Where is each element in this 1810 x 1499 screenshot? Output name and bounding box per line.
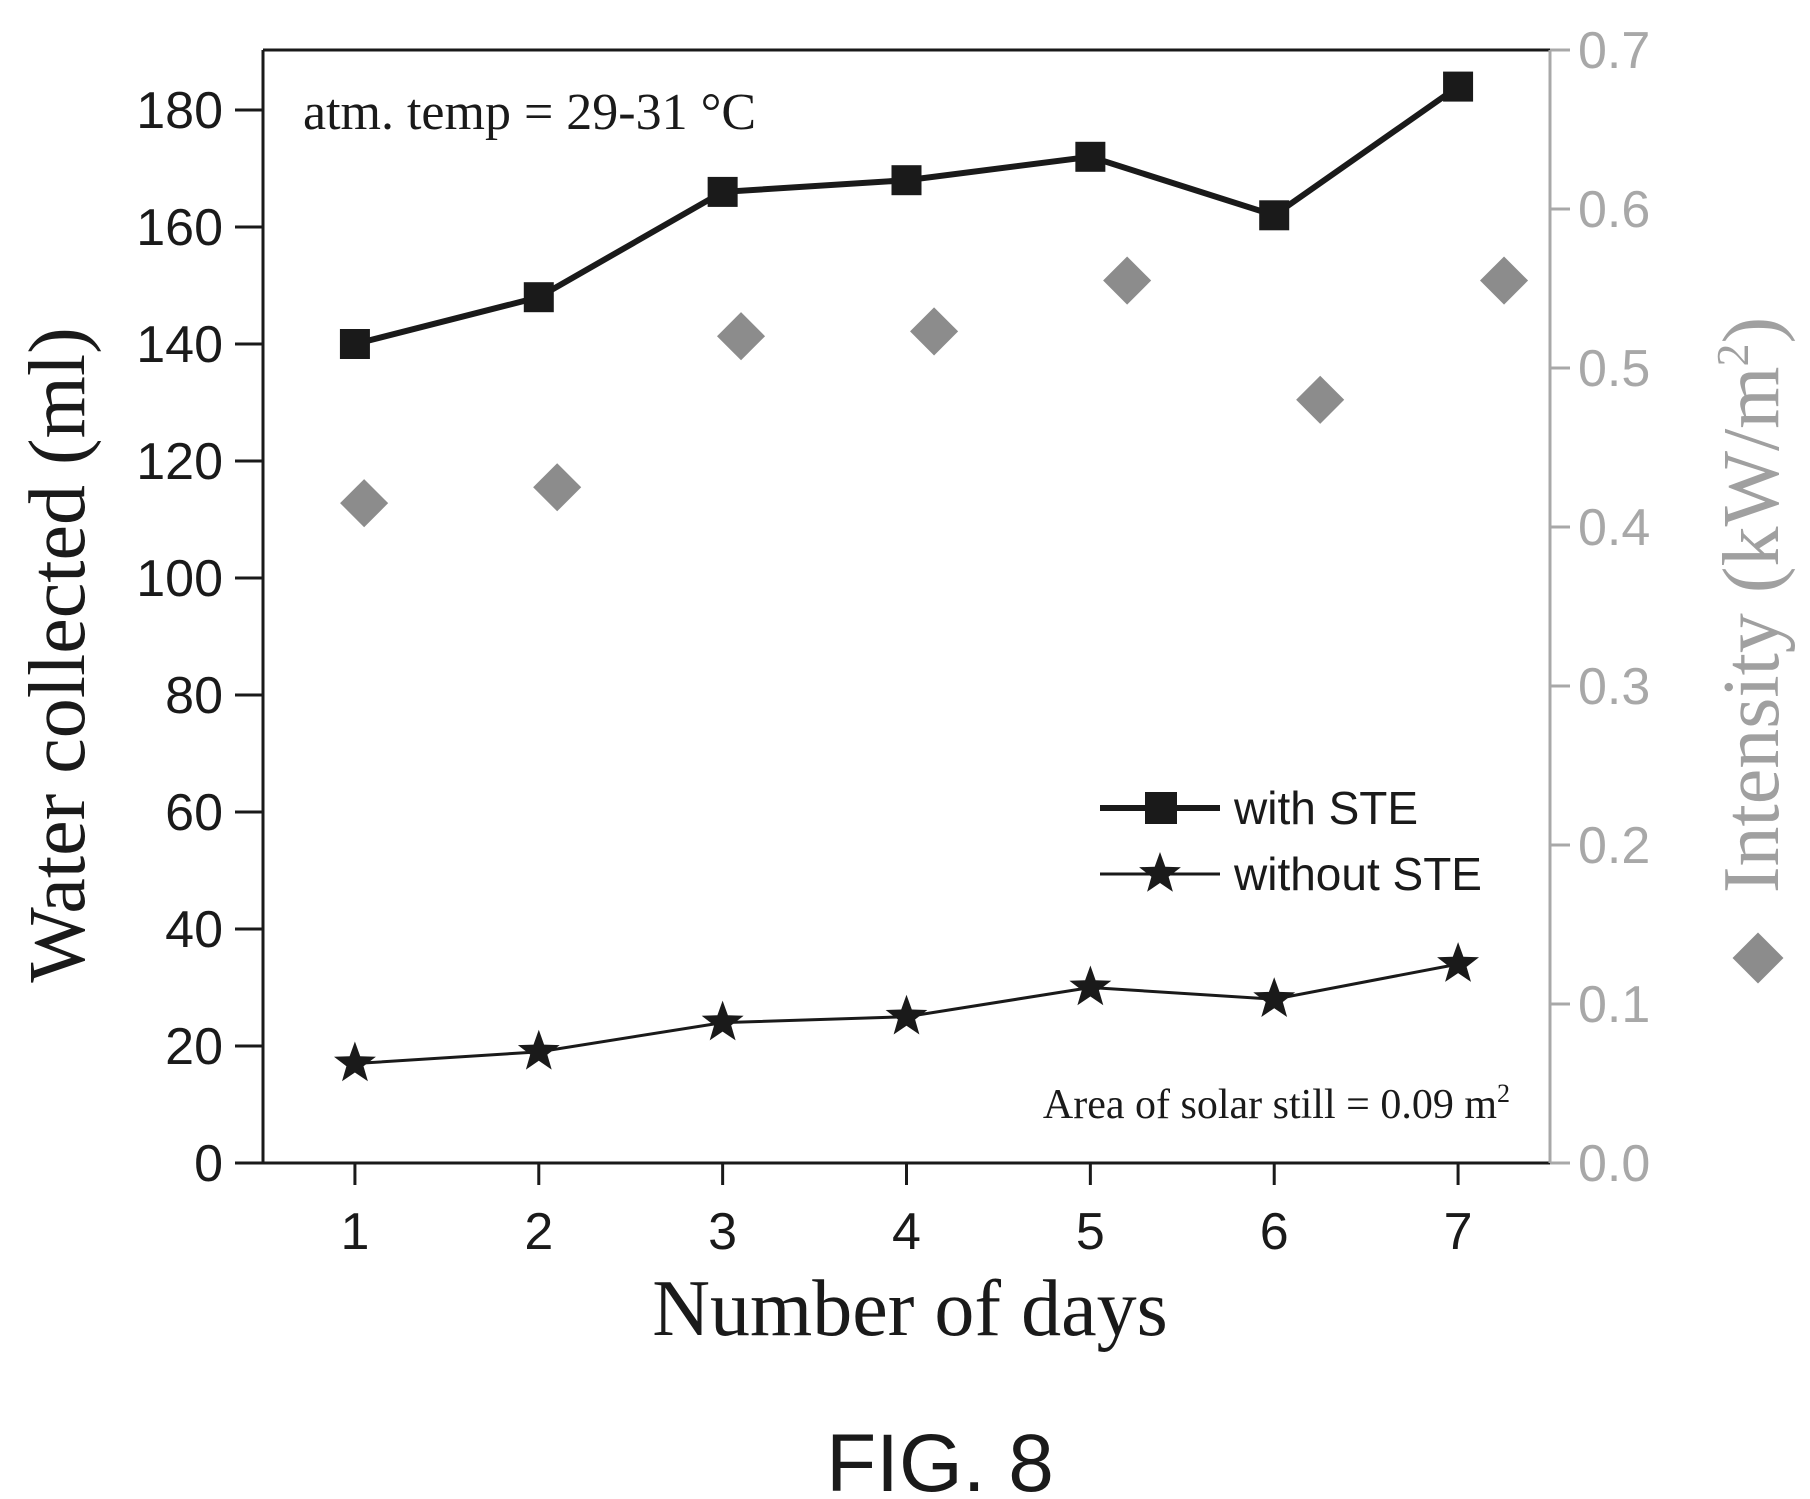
right-tick-label: 0.4 bbox=[1578, 499, 1650, 557]
series-with-ste-point bbox=[339, 329, 370, 359]
right-axis-ticks: 0.0 0.1 0.2 0.3 0.4 0.5 0.6 0.7 bbox=[1550, 22, 1650, 1193]
series-without-ste-point bbox=[334, 1041, 376, 1082]
right-tick-label: 0.3 bbox=[1578, 658, 1650, 716]
series-without-ste-point bbox=[1437, 942, 1479, 982]
left-tick-label: 160 bbox=[136, 199, 223, 257]
series-intensity-point bbox=[716, 312, 766, 361]
legend-with-ste-label: with STE bbox=[1233, 782, 1418, 834]
left-tick-label: 0 bbox=[194, 1135, 223, 1193]
series-with-ste-point bbox=[1259, 200, 1290, 231]
legend-without-ste-marker bbox=[1139, 852, 1181, 892]
x-tick-label: 3 bbox=[708, 1203, 737, 1261]
annotation-area: Area of solar still = 0.09 m2 bbox=[1043, 1079, 1510, 1128]
right-tick-label: 0.5 bbox=[1578, 340, 1650, 398]
legend-with-ste-marker bbox=[1145, 792, 1177, 824]
left-tick-label: 80 bbox=[165, 667, 223, 725]
series-with-ste-point bbox=[891, 165, 922, 196]
y-axis-label: Water collected (ml) bbox=[14, 327, 102, 982]
legend-without-ste-label: without STE bbox=[1233, 848, 1482, 900]
x-tick-label: 2 bbox=[524, 1203, 553, 1261]
x-tick-label: 5 bbox=[1076, 1203, 1105, 1261]
legend-entry-with-ste: with STE bbox=[1100, 782, 1418, 834]
left-tick-label: 120 bbox=[136, 433, 223, 491]
x-tick-label: 7 bbox=[1444, 1203, 1473, 1261]
series-without-ste-point bbox=[517, 1029, 560, 1070]
series-intensity-point bbox=[910, 307, 959, 356]
right-tick-label: 0.6 bbox=[1578, 181, 1650, 239]
x-tick-label: 1 bbox=[340, 1203, 369, 1261]
left-tick-label: 40 bbox=[165, 901, 223, 959]
series-with-ste-point bbox=[1075, 141, 1106, 172]
series-with-ste-point bbox=[1443, 71, 1474, 102]
right-tick-label: 0.7 bbox=[1578, 22, 1650, 80]
series-layer bbox=[334, 71, 1529, 1082]
x-tick-label: 4 bbox=[892, 1203, 921, 1261]
series-intensity-point bbox=[1103, 256, 1152, 305]
y2-axis-label: Intensity (kW/m2) bbox=[1707, 317, 1796, 893]
left-tick-label: 100 bbox=[136, 550, 223, 608]
left-tick-label: 20 bbox=[165, 1018, 223, 1076]
series-without-ste-point bbox=[1069, 965, 1112, 1006]
x-axis-label: Number of days bbox=[652, 1265, 1167, 1353]
legend-entry-without-ste: without STE bbox=[1100, 848, 1482, 900]
series-with-ste-point bbox=[707, 176, 738, 207]
left-axis-ticks: 0 20 40 60 80 100 120 140 160 180 bbox=[136, 82, 263, 1193]
annotation-atm-temp: atm. temp = 29-31 °C bbox=[303, 84, 756, 141]
series-without-ste-point bbox=[701, 1000, 744, 1041]
right-tick-label: 0.2 bbox=[1578, 817, 1650, 875]
left-tick-label: 140 bbox=[136, 316, 223, 374]
y2-axis-label-group: Intensity (kW/m2) bbox=[1707, 317, 1796, 984]
figure-caption: FIG. 8 bbox=[826, 1418, 1054, 1499]
series-intensity-point bbox=[340, 479, 389, 528]
series-intensity-point bbox=[1296, 375, 1345, 424]
legend: with STE without STE bbox=[1100, 782, 1482, 900]
x-axis-ticks: 1 2 3 4 5 6 7 bbox=[340, 1163, 1473, 1261]
right-tick-label: 0.0 bbox=[1578, 1135, 1650, 1193]
series-without-ste-point bbox=[1253, 977, 1296, 1017]
series-with-ste-point bbox=[523, 282, 554, 313]
x-tick-label: 6 bbox=[1260, 1203, 1289, 1261]
left-tick-label: 60 bbox=[165, 784, 223, 842]
right-tick-label: 0.1 bbox=[1578, 976, 1650, 1034]
series-intensity-point bbox=[1479, 256, 1529, 305]
plot-axes bbox=[235, 48, 1570, 1165]
series-without-ste-point bbox=[885, 994, 928, 1035]
series-intensity-point bbox=[533, 463, 582, 512]
left-tick-label: 180 bbox=[136, 82, 223, 140]
intensity-legend-diamond bbox=[1732, 932, 1784, 984]
